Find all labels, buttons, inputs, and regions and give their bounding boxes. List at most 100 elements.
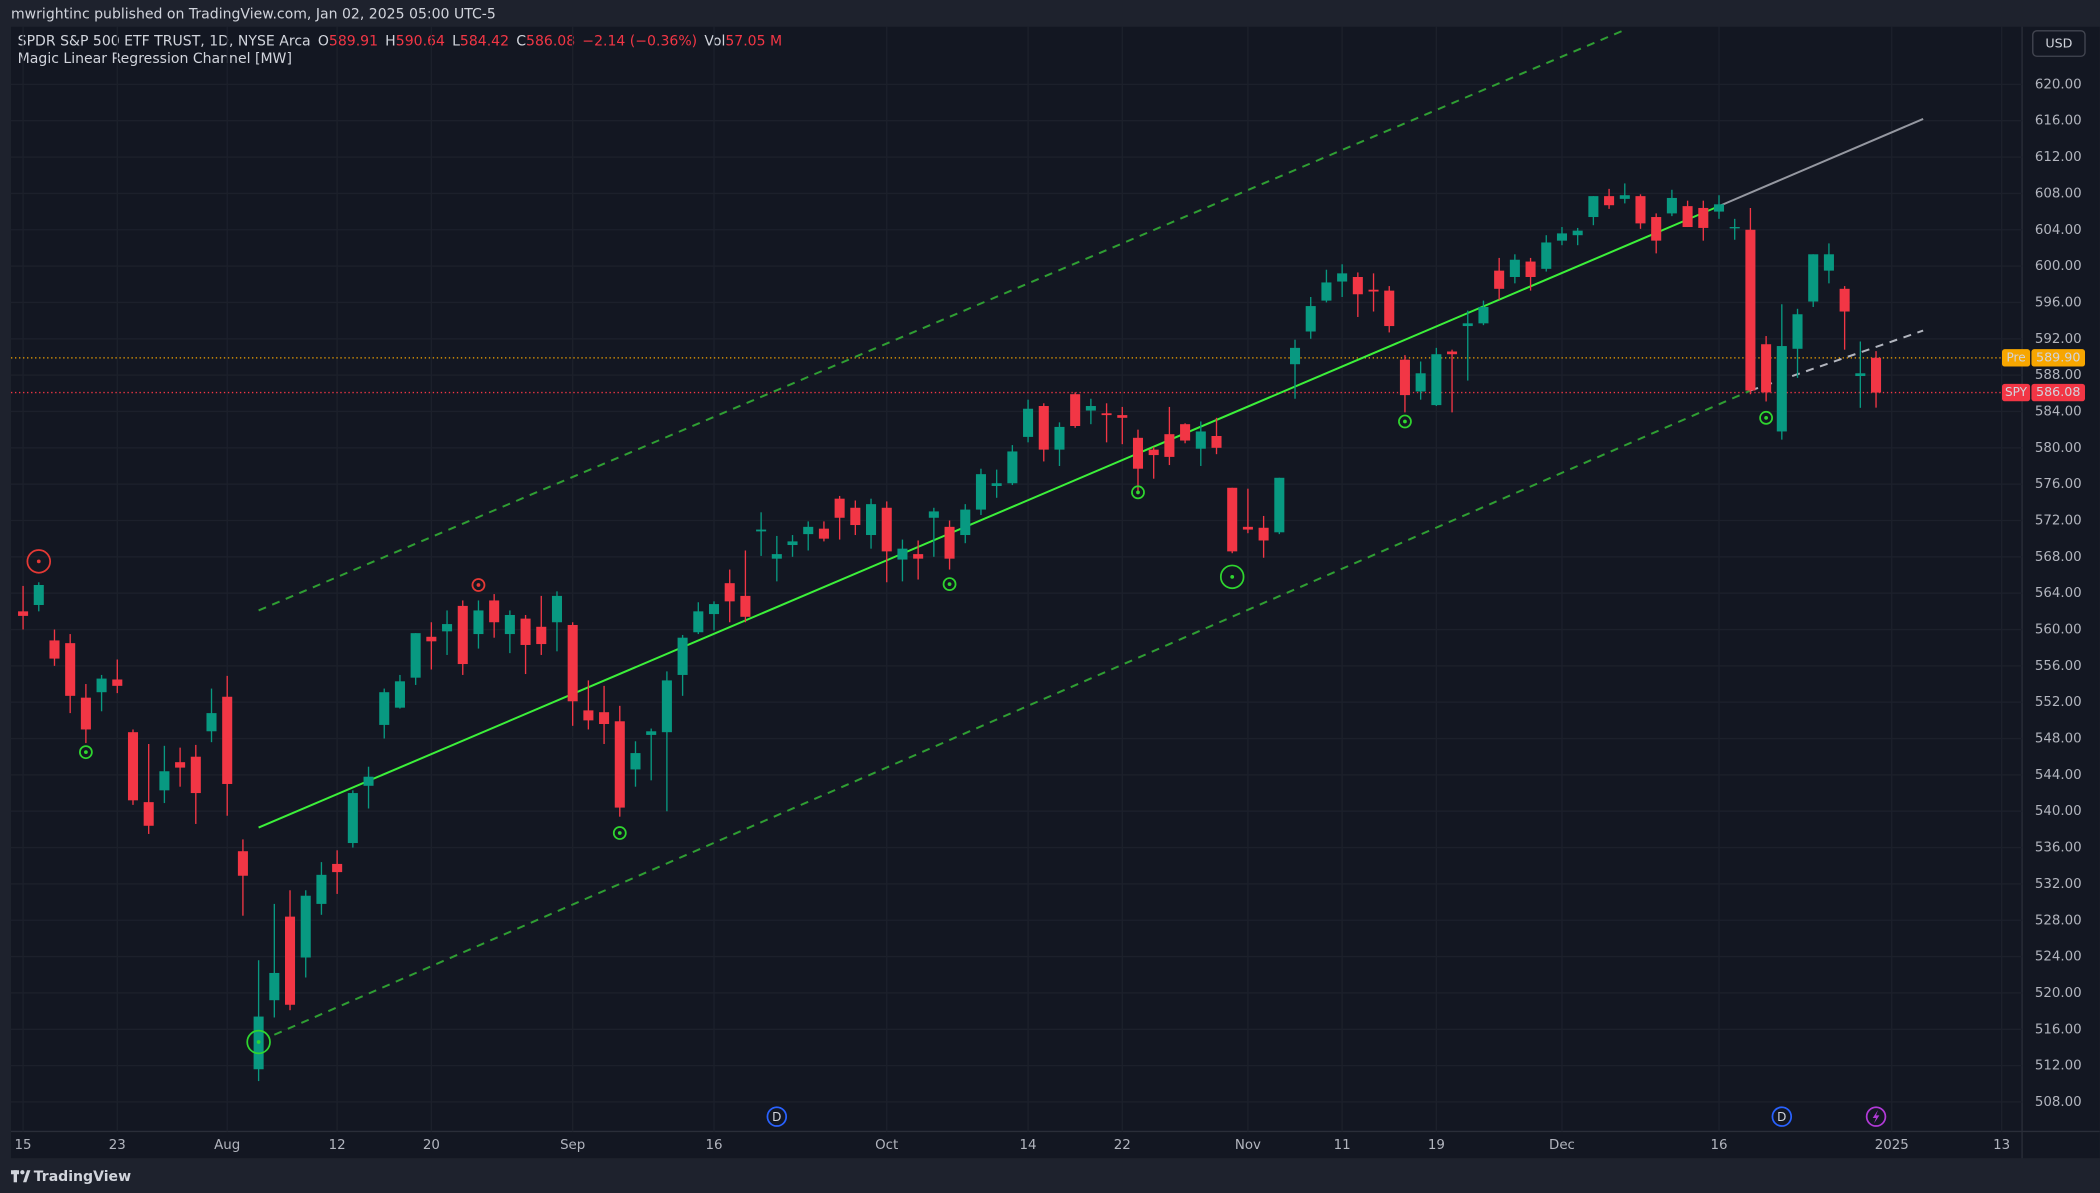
price-line-tag bbox=[2001, 383, 2031, 402]
candle-body bbox=[1164, 434, 1175, 457]
candle-body bbox=[771, 554, 782, 559]
candle-body bbox=[96, 678, 107, 693]
candle-body bbox=[818, 528, 829, 539]
candle-body bbox=[175, 762, 186, 768]
candle-body bbox=[1023, 408, 1034, 437]
candle-body bbox=[190, 756, 201, 794]
regression-line bbox=[273, 389, 1751, 1036]
y-tick-label: 536.00 bbox=[2035, 841, 2082, 856]
candle-body bbox=[1682, 206, 1693, 228]
candle-body bbox=[583, 710, 594, 721]
signal-ring bbox=[1398, 414, 1412, 429]
candle-body bbox=[284, 916, 296, 1005]
y-tick-label: 608.00 bbox=[2035, 186, 2082, 201]
candle-body bbox=[442, 624, 453, 632]
candle-body bbox=[1713, 204, 1725, 212]
x-tick-label: 11 bbox=[1334, 1138, 1351, 1153]
legend-key: C bbox=[516, 34, 526, 50]
y-tick-label: 544.00 bbox=[2035, 768, 2082, 783]
candle-body bbox=[80, 697, 91, 730]
y-tick-label: 604.00 bbox=[2035, 223, 2082, 238]
candles bbox=[18, 183, 1882, 1082]
price-line-tag bbox=[2001, 349, 2031, 367]
signal-dot bbox=[476, 583, 481, 587]
x-tick-label: 23 bbox=[109, 1138, 126, 1153]
legend: SPDR S&P 500 ETF TRUST, 1D, NYSE Arca O5… bbox=[18, 34, 782, 50]
x-tick-label: 12 bbox=[329, 1138, 346, 1153]
candle-body bbox=[1651, 217, 1662, 241]
candle-body bbox=[1132, 437, 1144, 469]
signal-dot bbox=[256, 1040, 261, 1044]
candle-body bbox=[1808, 254, 1819, 302]
candle-body bbox=[127, 732, 139, 801]
candle-body bbox=[1274, 477, 1285, 533]
candle-body bbox=[599, 712, 610, 725]
regression-line bbox=[258, 28, 1626, 612]
y-tick-label: 528.00 bbox=[2035, 913, 2082, 928]
signal-ring bbox=[78, 745, 93, 760]
candle-body bbox=[489, 600, 500, 623]
candle-body bbox=[630, 753, 641, 770]
candle-body bbox=[834, 498, 845, 518]
candle-body bbox=[1761, 344, 1772, 393]
legend-value: 590.64 bbox=[396, 34, 445, 50]
candle-body bbox=[1509, 259, 1520, 277]
price-line-box bbox=[2031, 383, 2086, 402]
price-line-name: SPY bbox=[2005, 385, 2028, 399]
candle-body bbox=[504, 614, 515, 635]
signal-ring bbox=[1219, 564, 1245, 590]
x-tick-label: 16 bbox=[705, 1138, 722, 1153]
candle-body bbox=[536, 626, 547, 645]
signal-dot bbox=[947, 582, 952, 586]
header: mwrightinc published on TradingView.com,… bbox=[11, 7, 496, 23]
y-tick-label: 524.00 bbox=[2035, 950, 2082, 965]
legend-value: 586.08 bbox=[526, 34, 575, 50]
candle-body bbox=[1117, 415, 1128, 418]
y-tick-label: 548.00 bbox=[2035, 732, 2082, 747]
brand: TradingView bbox=[34, 1169, 131, 1185]
candle-body bbox=[1666, 197, 1677, 214]
candle-body bbox=[661, 680, 672, 733]
candle-body bbox=[708, 604, 720, 615]
candle-body bbox=[394, 681, 405, 708]
candle-body bbox=[1321, 282, 1332, 301]
candle-body bbox=[316, 874, 327, 904]
candle-body bbox=[740, 595, 751, 617]
event-marker bbox=[766, 1106, 788, 1127]
y-tick-label: 592.00 bbox=[2035, 332, 2082, 347]
candle-body bbox=[756, 529, 767, 532]
x-tick-label: Sep bbox=[560, 1138, 585, 1153]
candle-body bbox=[897, 548, 908, 560]
y-tick-label: 520.00 bbox=[2035, 986, 2082, 1001]
candle-body bbox=[1195, 431, 1206, 449]
x-tick-label: 22 bbox=[1114, 1138, 1131, 1153]
candle-body bbox=[1839, 288, 1850, 312]
signal-dot bbox=[84, 750, 88, 755]
signal-ring bbox=[612, 826, 627, 840]
y-tick-label: 588.00 bbox=[2035, 368, 2082, 383]
currency-button[interactable] bbox=[2032, 30, 2086, 57]
candle-body bbox=[143, 802, 154, 826]
legend-key: Vol bbox=[704, 34, 725, 50]
price-line-name: Pre bbox=[2006, 350, 2025, 364]
candle-body bbox=[928, 511, 939, 518]
y-tick-label: 552.00 bbox=[2035, 695, 2082, 710]
y-tick-label: 508.00 bbox=[2035, 1095, 2082, 1110]
signal-ring bbox=[26, 549, 52, 574]
candle-body bbox=[1462, 323, 1473, 327]
signal-ring bbox=[471, 578, 486, 592]
legend-key: O bbox=[318, 34, 329, 50]
candle-body bbox=[1101, 413, 1112, 416]
candle-body bbox=[1855, 373, 1866, 377]
candle-body bbox=[18, 611, 29, 616]
candle-body bbox=[724, 583, 735, 602]
currency-label[interactable]: USD bbox=[2045, 36, 2072, 51]
y-tick-label: 556.00 bbox=[2035, 659, 2082, 674]
candle-body bbox=[803, 526, 814, 535]
candle-body bbox=[1604, 196, 1615, 206]
event-label: D bbox=[772, 1110, 781, 1124]
indicator-name: Magic Linear Regression Channel [MW] bbox=[18, 51, 292, 67]
candle-body bbox=[1823, 254, 1834, 271]
candle-body bbox=[1447, 351, 1458, 355]
grid bbox=[10, 26, 2023, 1132]
